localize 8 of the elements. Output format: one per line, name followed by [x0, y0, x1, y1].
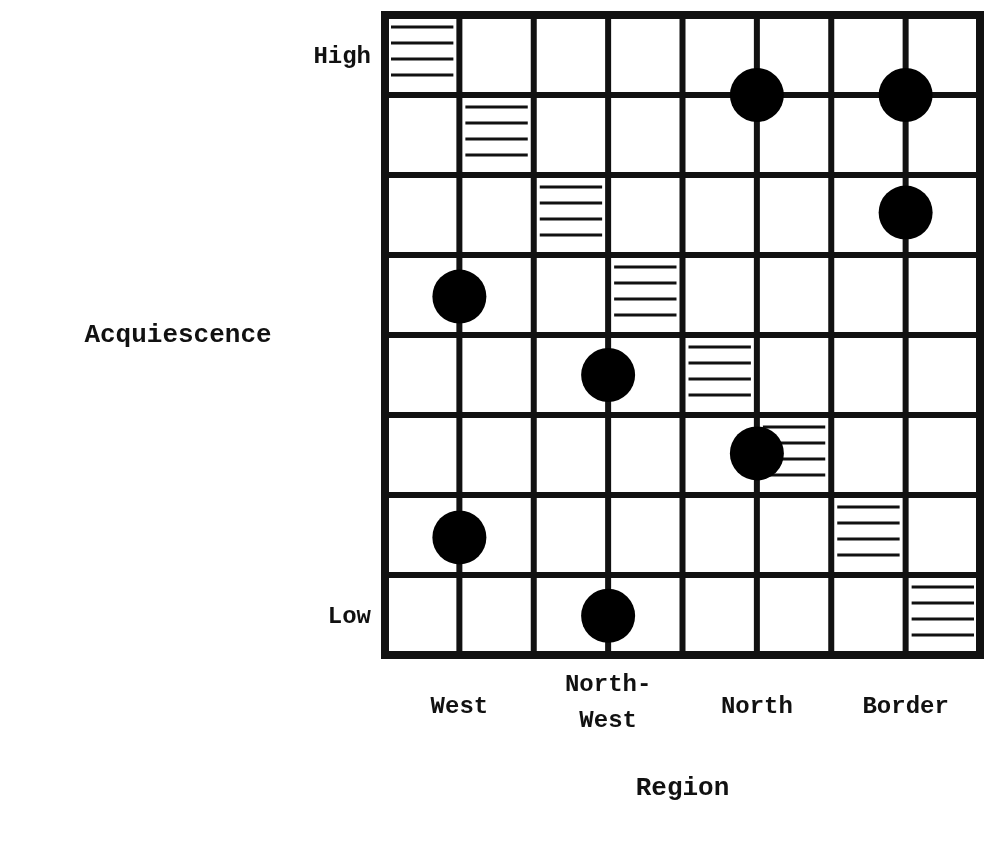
x-axis-title: Region: [635, 773, 730, 803]
x-tick-label: Border: [862, 693, 949, 720]
x-tick-label: North-West: [564, 671, 652, 734]
text: High: [313, 43, 371, 71]
text: Low: [327, 603, 372, 631]
x-tick-label: North: [720, 693, 793, 720]
x-tick-label: West: [430, 693, 489, 720]
y-axis-title: Acquiescence: [84, 320, 272, 350]
